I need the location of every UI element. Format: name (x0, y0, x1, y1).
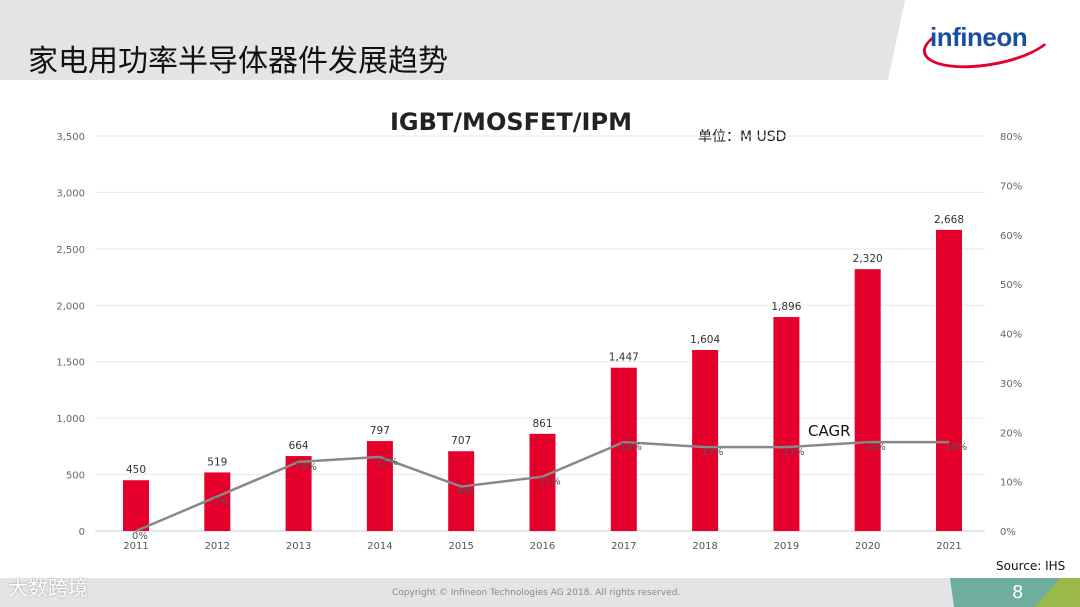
bar-value-label: 1,447 (609, 352, 639, 364)
y2-tick-label: 20% (1000, 428, 1022, 439)
cagr-value-label: 7% (213, 496, 229, 507)
y2-tick-label: 80% (1000, 132, 1022, 143)
cagr-annotation: CAGR (808, 422, 851, 440)
x-tick-label: 2015 (448, 541, 473, 552)
y-tick-label: 2,500 (56, 245, 85, 256)
bar-value-label: 1,896 (771, 301, 801, 313)
bar (448, 451, 475, 531)
cagr-value-label: 18% (945, 442, 967, 453)
y-tick-label: 500 (66, 471, 85, 482)
bar (529, 433, 556, 531)
cagr-value-label: 9% (457, 487, 473, 498)
chart-title: IGBT/MOSFET/IPM (390, 108, 632, 136)
cagr-value-label: 15% (376, 457, 398, 468)
x-tick-label: 2011 (123, 541, 148, 552)
y-tick-label: 3,000 (56, 188, 85, 199)
bar (366, 441, 393, 531)
cagr-value-label: 17% (701, 447, 723, 458)
y-tick-label: 0 (79, 527, 85, 538)
bar-value-label: 1,604 (690, 334, 720, 346)
bar (854, 269, 881, 531)
bar-value-label: 519 (207, 456, 227, 468)
bar (773, 317, 800, 531)
y-tick-label: 1,500 (56, 358, 85, 369)
x-tick-label: 2012 (205, 541, 230, 552)
cagr-value-label: 17% (782, 447, 804, 458)
page-number: 8 (1012, 582, 1024, 603)
y2-tick-label: 50% (1000, 280, 1022, 291)
source-label: Source: IHS (996, 559, 1066, 573)
x-tick-label: 2021 (936, 541, 961, 552)
bar (610, 367, 637, 531)
bar-value-label: 2,320 (853, 253, 883, 265)
bar-value-label: 797 (370, 425, 390, 437)
x-tick-label: 2014 (367, 541, 392, 552)
bar-value-label: 2,668 (934, 214, 964, 226)
y-tick-label: 3,500 (56, 132, 85, 143)
x-tick-label: 2013 (286, 541, 311, 552)
footer-accent (950, 578, 1080, 607)
cagr-value-label: 11% (539, 477, 561, 488)
cagr-value-label: 0% (132, 531, 148, 542)
y2-tick-label: 10% (1000, 478, 1022, 489)
x-tick-label: 2017 (611, 541, 636, 552)
header-band (0, 0, 905, 80)
x-tick-label: 2016 (530, 541, 555, 552)
cagr-value-label: 18% (864, 442, 886, 453)
x-tick-label: 2018 (692, 541, 717, 552)
x-tick-label: 2019 (774, 541, 799, 552)
x-tick-label: 2020 (855, 541, 880, 552)
y2-tick-label: 60% (1000, 231, 1022, 242)
y2-tick-label: 40% (1000, 330, 1022, 341)
bar-value-label: 664 (289, 440, 309, 452)
infineon-logo: infineon (930, 22, 1028, 52)
bar (123, 480, 149, 531)
cagr-value-label: 14% (295, 462, 317, 473)
bar (285, 456, 312, 531)
y-tick-label: 1,000 (56, 414, 85, 425)
bar (204, 472, 231, 531)
bar-value-label: 861 (532, 418, 552, 430)
bar (692, 349, 719, 531)
footer-band (0, 578, 1080, 607)
cagr-line (135, 440, 949, 533)
page-title: 家电用功率半导体器件发展趋势 (28, 44, 448, 79)
y2-tick-label: 0% (1000, 527, 1016, 538)
unit-label: 单位：M USD (698, 129, 787, 145)
bar-value-label: 707 (451, 435, 471, 447)
y-tick-label: 2,000 (56, 301, 85, 312)
bar-value-label: 450 (126, 464, 146, 476)
y2-tick-label: 70% (1000, 181, 1022, 192)
y2-tick-label: 30% (1000, 379, 1022, 390)
copyright-text: Copyright © Infineon Technologies AG 201… (392, 588, 681, 598)
cagr-value-label: 18% (620, 442, 642, 453)
watermark: 大数跨境 (8, 576, 88, 600)
bar (936, 229, 962, 531)
